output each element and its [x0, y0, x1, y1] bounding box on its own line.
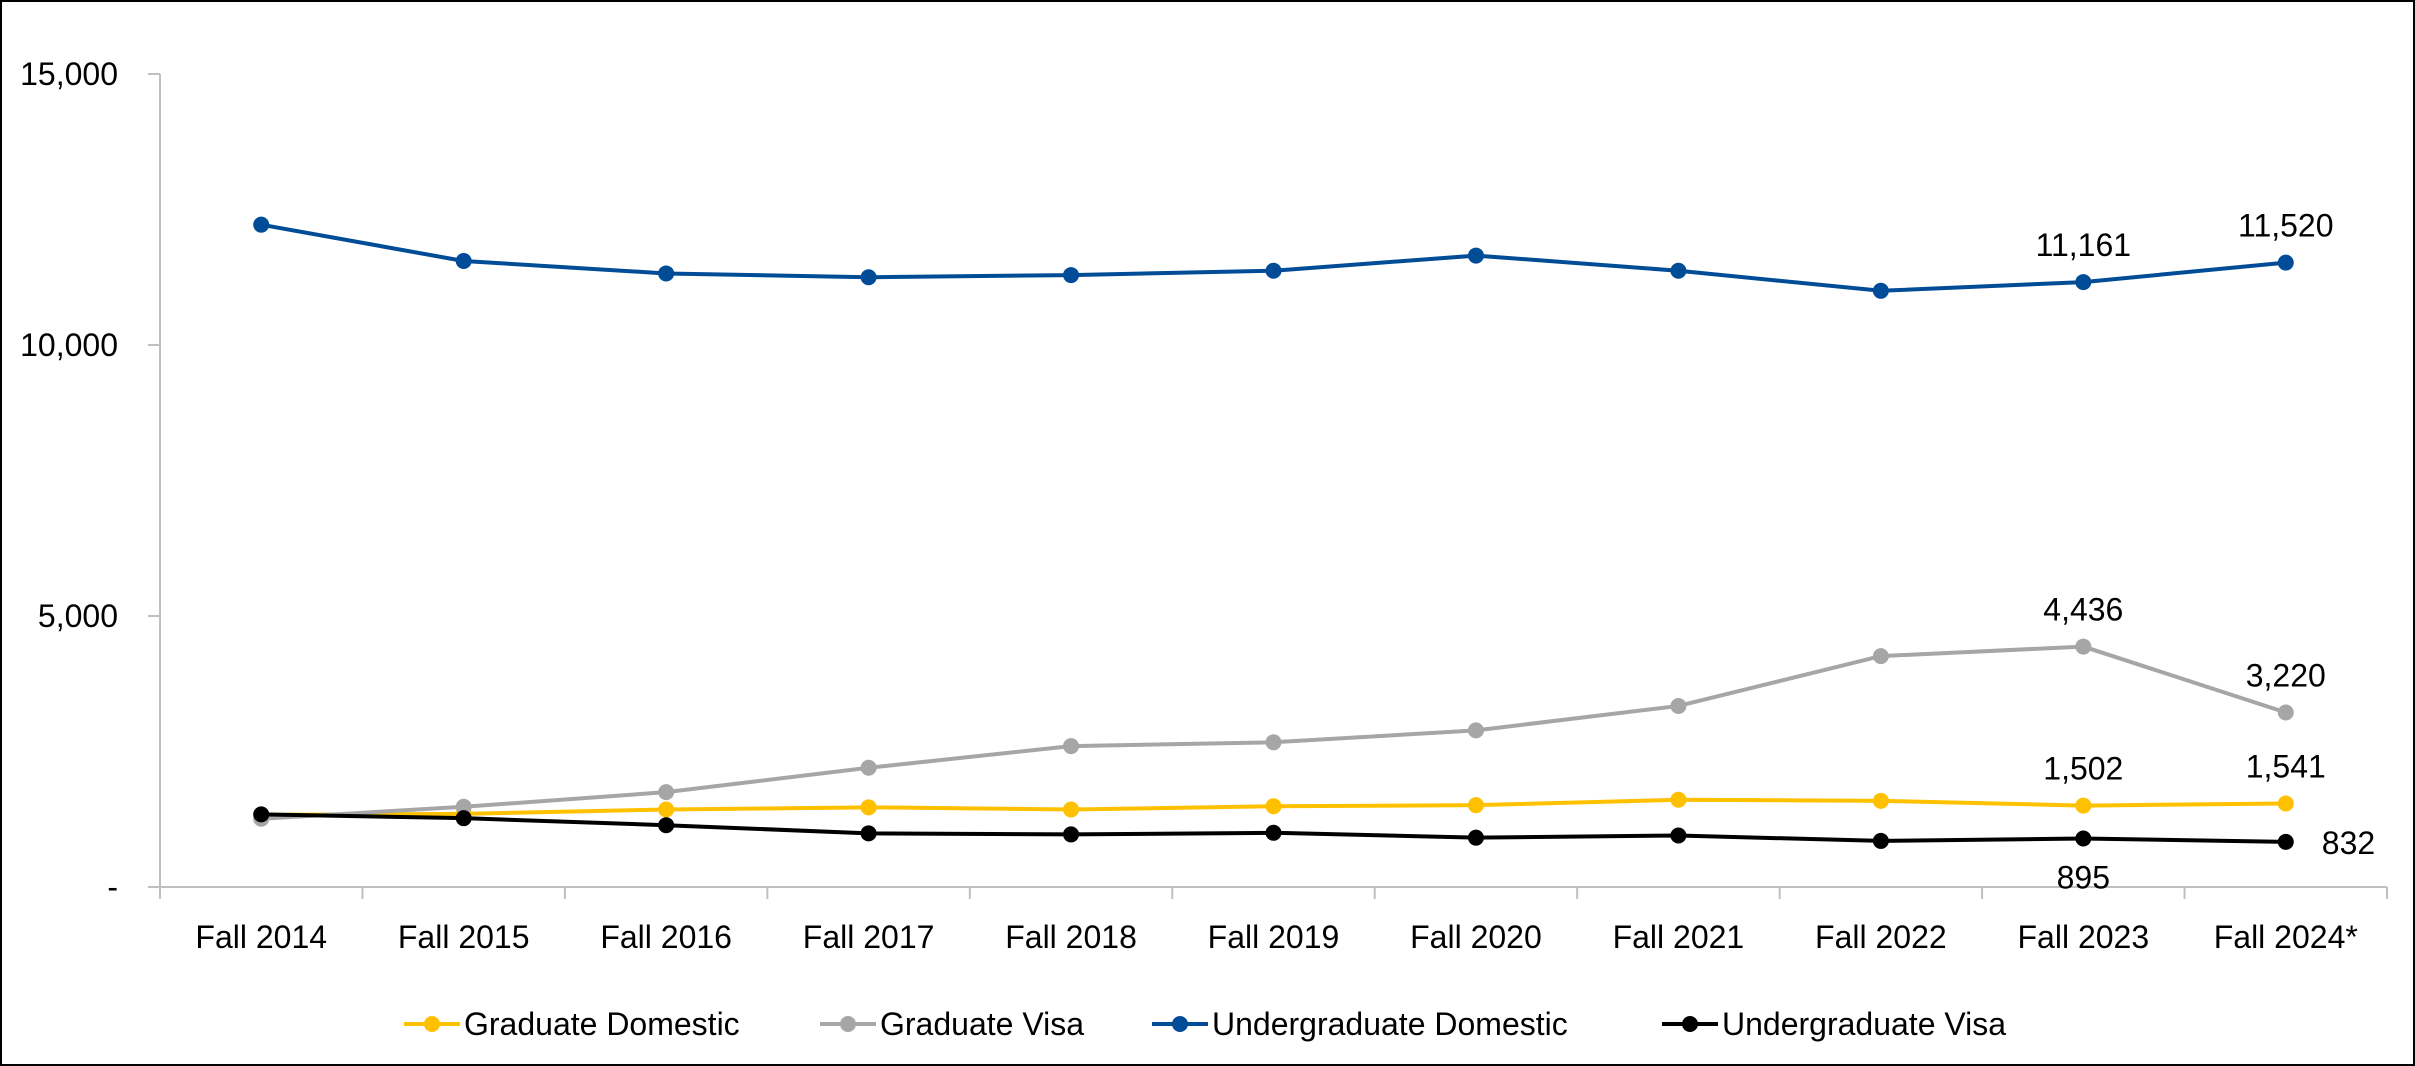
data-point: [658, 801, 675, 818]
x-tick-label: Fall 2014: [195, 919, 327, 955]
data-point: [2277, 833, 2294, 850]
data-point: [1063, 801, 1080, 818]
data-labels: 1,502 1,541 4,436 3,220 11,161 11,520 895 832: [2036, 208, 2376, 896]
data-point: [860, 269, 877, 286]
series-line: [260, 222, 2286, 293]
series-layer: [253, 216, 2294, 850]
y-tick-label: 5,000: [38, 598, 118, 634]
legend-label: Undergraduate Domestic: [1212, 1006, 1568, 1042]
legend-label: Graduate Visa: [880, 1006, 1084, 1042]
data-point: [1265, 824, 1282, 841]
data-point: [455, 810, 472, 827]
y-tick-label: 15,000: [20, 56, 118, 92]
data-point: [1467, 829, 1484, 846]
legend-marker: [840, 1016, 856, 1032]
x-tick-label: Fall 2016: [600, 919, 732, 955]
legend-marker: [424, 1016, 440, 1032]
data-point: [253, 806, 270, 823]
data-point: [2277, 704, 2294, 721]
data-point: [1063, 826, 1080, 843]
data-point: [1467, 797, 1484, 814]
x-tick-label: Fall 2021: [1613, 919, 1745, 955]
data-point: [1872, 648, 1889, 665]
x-tick-label: Fall 2017: [803, 919, 935, 955]
data-point: [1872, 832, 1889, 849]
legend-marker: [1172, 1016, 1188, 1032]
data-point: [860, 799, 877, 816]
x-tick-label: Fall 2020: [1410, 919, 1542, 955]
data-point: [658, 784, 675, 801]
data-point: [2075, 274, 2092, 291]
data-label: 1,541: [2246, 748, 2326, 784]
data-point: [1670, 827, 1687, 844]
data-label: 11,520: [2238, 208, 2334, 244]
data-point: [1063, 738, 1080, 755]
data-point: [1467, 247, 1484, 264]
legend-label: Graduate Domestic: [464, 1006, 740, 1042]
y-tick-label: 10,000: [20, 327, 118, 363]
data-point: [860, 759, 877, 776]
x-tick-label: Fall 2015: [398, 919, 530, 955]
data-point: [1265, 262, 1282, 279]
data-point: [2277, 254, 2294, 271]
data-label: 1,502: [2043, 751, 2123, 787]
data-point: [1265, 734, 1282, 751]
axes: - 5,000 10,000 15,000 Fall 2014 Fall 2015 Fall…: [20, 56, 2388, 955]
data-label: 4,436: [2043, 592, 2123, 628]
data-point: [1467, 722, 1484, 739]
x-tick-label: Fall 2023: [2017, 919, 2149, 955]
data-point: [2277, 795, 2294, 812]
data-point: [1872, 792, 1889, 809]
data-point: [860, 825, 877, 842]
x-tick-label: Fall 2018: [1005, 919, 1137, 955]
data-label: 11,161: [2036, 227, 2132, 263]
x-tick-label: Fall 2024*: [2214, 919, 2358, 955]
data-point: [253, 216, 270, 233]
legend: Graduate Domestic Graduate Visa Undergradu…: [404, 1006, 2006, 1042]
y-tick-label: -: [107, 869, 118, 905]
data-point: [2075, 797, 2092, 814]
data-point: [1670, 697, 1687, 714]
x-tick-label: Fall 2019: [1208, 919, 1340, 955]
data-point: [1063, 267, 1080, 284]
data-point: [658, 265, 675, 282]
data-point: [2075, 638, 2092, 655]
data-point: [2075, 830, 2092, 847]
data-point: [455, 252, 472, 269]
data-label: 3,220: [2246, 657, 2326, 693]
data-point: [1265, 798, 1282, 815]
data-point: [1670, 262, 1687, 279]
x-tick-label: Fall 2022: [1815, 919, 1947, 955]
data-label: 895: [2057, 859, 2110, 895]
legend-marker: [1682, 1016, 1698, 1032]
legend-label: Undergraduate Visa: [1722, 1006, 2006, 1042]
data-point: [658, 817, 675, 834]
series-line: [261, 644, 2287, 821]
data-point: [1670, 791, 1687, 808]
data-point: [455, 798, 472, 815]
data-point: [1872, 282, 1889, 299]
data-label: 832: [2322, 825, 2375, 861]
